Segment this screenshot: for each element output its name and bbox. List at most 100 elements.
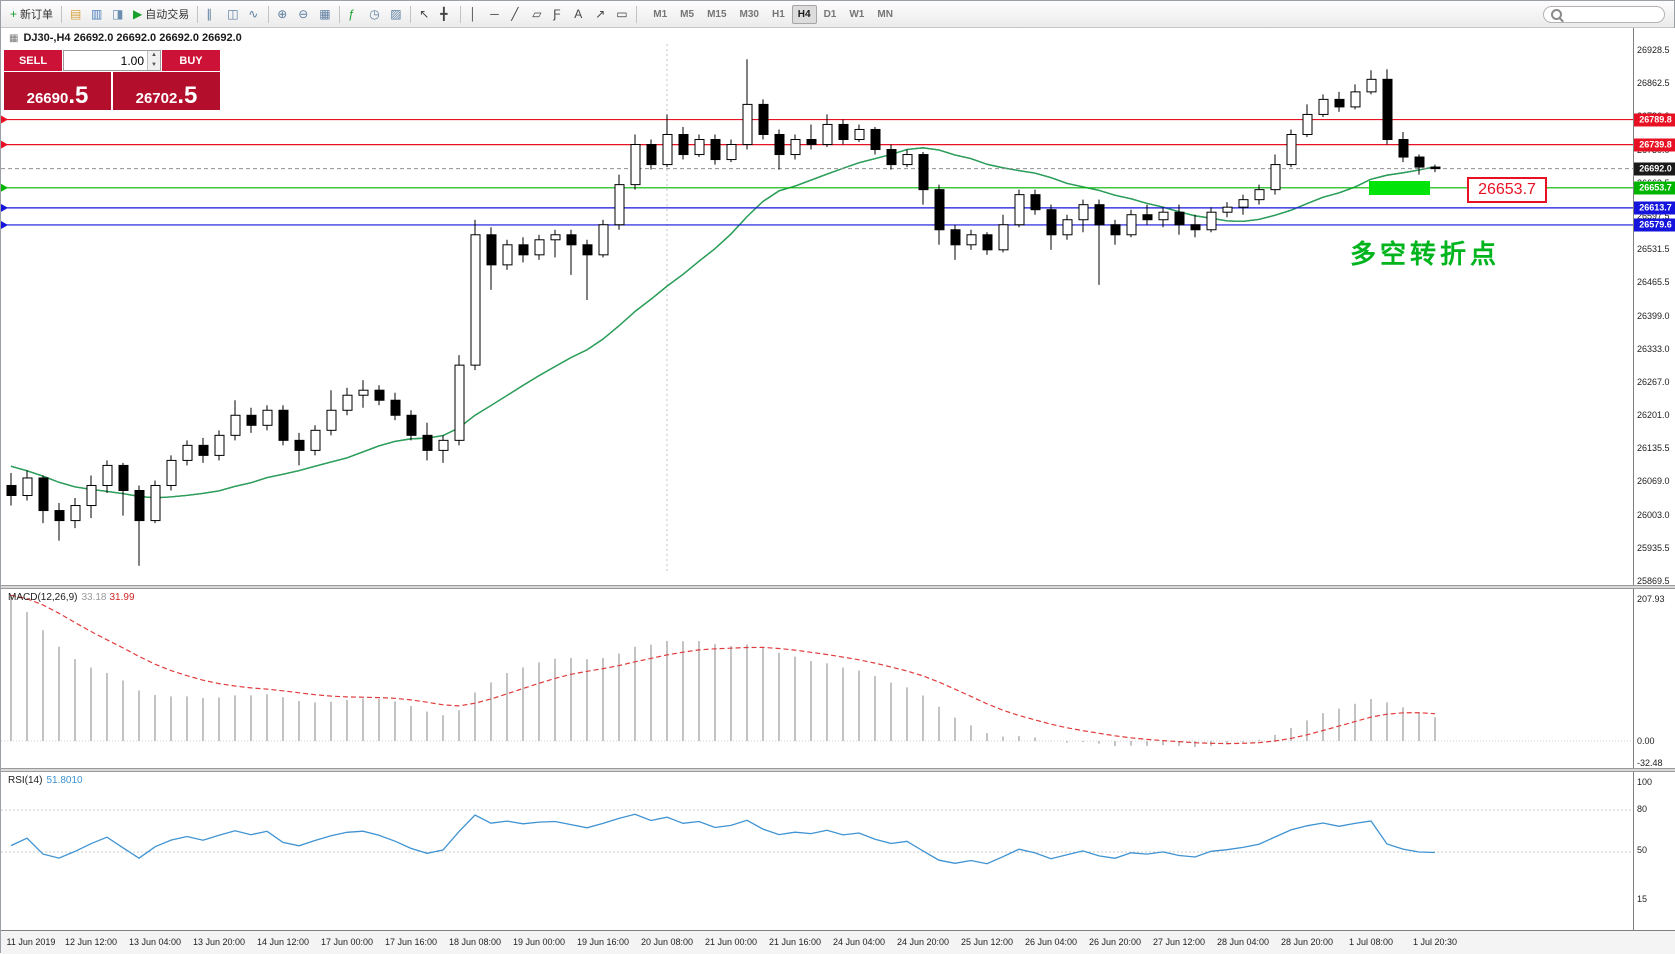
time-axis-label: 19 Jun 00:00 [512, 937, 566, 947]
timeframe-M15[interactable]: M15 [701, 5, 732, 24]
highlight-rectangle[interactable] [1369, 181, 1430, 195]
toolbar-separator [268, 5, 270, 23]
price-axis-label: 26003.0 [1637, 509, 1670, 520]
rsi-value: 51.8010 [46, 775, 83, 786]
toolbar-channel-button[interactable]: ▱ [528, 4, 548, 25]
toolbar-market-watch-button[interactable]: ▥ [87, 4, 107, 25]
indicators-icon: ƒ [348, 7, 355, 21]
vertical-line-icon: │ [469, 7, 477, 21]
templates-icon: ▨ [390, 7, 402, 21]
time-axis-label: 19 Jun 16:00 [576, 937, 630, 947]
timeframe-H1[interactable]: H1 [766, 5, 791, 24]
volume-spinner[interactable]: ▲ ▼ [147, 51, 160, 70]
text-icon: A [574, 7, 583, 21]
toolbar-trendline-button[interactable]: ╱ [507, 4, 527, 25]
toolbar-new-order-button[interactable]: + 新订单 [6, 4, 57, 25]
periods-icon: ◷ [369, 7, 380, 21]
bar-chart-icon: ∥ [206, 7, 213, 21]
rsi-axis-label: 50 [1637, 845, 1648, 855]
buy-button[interactable]: BUY [162, 50, 220, 71]
toolbar-separator [339, 5, 341, 23]
toolbar-charts-button[interactable]: ▤ [66, 4, 86, 25]
timeframe-D1[interactable]: D1 [818, 5, 843, 24]
time-axis[interactable]: 11 Jun 2019 12 Jun 12:00 13 Jun 04:00 13 Ju… [1, 930, 1675, 954]
timeframe-M1[interactable]: M1 [647, 5, 673, 24]
toolbar-candlestick-chart-button[interactable]: ◫ [223, 4, 243, 25]
trade-panel-prices: 26690.5 26702.5 [4, 72, 220, 110]
tile-windows-icon: ▦ [319, 7, 331, 21]
price-callout-label[interactable]: 26653.7 [1467, 177, 1547, 203]
candlestick-chart-icon: ◫ [227, 7, 239, 21]
toolbar-zoom-in-button[interactable]: ⊕ [273, 4, 293, 25]
time-axis-label: 17 Jun 16:00 [384, 937, 438, 947]
timeframe-H4[interactable]: H4 [791, 4, 817, 24]
sell-price-box[interactable]: 26690.5 [4, 72, 111, 110]
trendline-icon: ╱ [511, 7, 519, 21]
navigator-icon: ◨ [112, 7, 124, 21]
macd-panel-svg[interactable] [1, 589, 1633, 768]
toolbar-autotrading-button[interactable]: ▶ 自动交易 [129, 4, 193, 25]
timeframe-W1[interactable]: W1 [843, 5, 870, 24]
toolbar-templates-button[interactable]: ▨ [386, 4, 406, 25]
macd-panel-separator[interactable] [1, 585, 1675, 589]
spin-up-icon[interactable]: ▲ [148, 51, 160, 61]
toolbar-crosshair-button[interactable]: ╋ [436, 4, 456, 25]
price-marker-box: 26739.8 [1634, 138, 1675, 152]
toolbar-zoom-out-button[interactable]: ⊖ [294, 4, 314, 25]
sell-button[interactable]: SELL [4, 50, 62, 71]
macd-signal-value: 31.99 [109, 592, 135, 603]
price-axis[interactable]: 26928.526862.526796.026730.026663.526597… [1633, 28, 1675, 930]
buy-price-pips: .5 [177, 81, 198, 109]
toolbar-label: 自动交易 [145, 9, 190, 21]
time-axis-label: 1 Jul 08:00 [1348, 937, 1394, 947]
charts-icon: ▤ [70, 7, 82, 21]
toolbar-shapes-button[interactable]: ▭ [612, 4, 632, 25]
toolbar-bar-chart-button[interactable]: ∥ [202, 4, 222, 25]
toolbar-text-button[interactable]: A [570, 4, 590, 25]
volume-value: 1.00 [120, 53, 144, 68]
timeframe-MN[interactable]: MN [871, 5, 899, 24]
toolbar-cursor-button[interactable]: ↖ [415, 4, 435, 25]
fibonacci-icon: Ƒ [553, 7, 561, 21]
channel-icon: ▱ [532, 7, 542, 21]
toolbar-indicators-button[interactable]: ƒ [344, 4, 364, 25]
toolbar-line-chart-button[interactable]: ∿ [244, 4, 264, 25]
toolbar-vertical-line-button[interactable]: │ [465, 4, 485, 25]
price-axis-label: 26399.0 [1637, 310, 1670, 321]
crosshair-icon: ╋ [440, 7, 448, 21]
search-box[interactable] [1543, 5, 1665, 23]
toolbar-arrows-button[interactable]: ↗ [591, 4, 611, 25]
autotrading-icon: ▶ [133, 7, 143, 21]
toolbar-periods-button[interactable]: ◷ [365, 4, 385, 25]
toolbar-horizontal-line-button[interactable]: ─ [486, 4, 506, 25]
rsi-panel-separator[interactable] [1, 768, 1675, 772]
toolbar-navigator-button[interactable]: ◨ [108, 4, 128, 25]
rsi-axis-label: 80 [1637, 804, 1648, 814]
volume-field[interactable]: 1.00 ▲ ▼ [63, 50, 161, 71]
toolbar-fibonacci-button[interactable]: Ƒ [549, 4, 569, 25]
price-axis-label: 26928.5 [1637, 45, 1670, 55]
spin-down-icon[interactable]: ▼ [148, 60, 160, 70]
price-marker-box: 26613.7 [1634, 201, 1675, 215]
time-axis-label: 24 Jun 20:00 [896, 937, 950, 947]
search-input[interactable] [1566, 7, 1657, 21]
toolbar-tile-windows-button[interactable]: ▦ [315, 4, 335, 25]
one-click-trading-panel: SELL 1.00 ▲ ▼ BUY 26690.5 26702.5 [4, 50, 220, 110]
time-axis-label: 26 Jun 04:00 [1024, 937, 1078, 947]
time-axis-label: 11 Jun 2019 [6, 937, 56, 947]
search-icon [1551, 8, 1562, 20]
toolbar-separator [460, 5, 462, 23]
timeframe-M5[interactable]: M5 [674, 5, 700, 24]
timeframe-M30[interactable]: M30 [734, 5, 765, 24]
current-price-box: 26692.0 [1634, 162, 1675, 176]
time-axis-label: 14 Jun 12:00 [256, 937, 310, 947]
main-chart-svg[interactable] [1, 28, 1633, 585]
zoom-in-icon: ⊕ [277, 7, 288, 21]
rsi-panel-svg[interactable] [1, 772, 1633, 930]
time-axis-label: 24 Jun 04:00 [832, 937, 886, 947]
buy-price-box[interactable]: 26702.5 [113, 72, 220, 110]
toolbar: + 新订单 ▤ ▥ ◨ ▶ 自动交易 ∥ ◫ ∿ ⊕ ⊖ ▦ ƒ ◷ ▨ ↖ ╋ │ ─ ╱ ▱ Ƒ A ↗ ▭ M1 M5 M15 M… [1, 1, 1674, 28]
price-axis-label: 26465.5 [1637, 277, 1670, 288]
macd-name: MACD(12,26,9) [8, 592, 78, 603]
